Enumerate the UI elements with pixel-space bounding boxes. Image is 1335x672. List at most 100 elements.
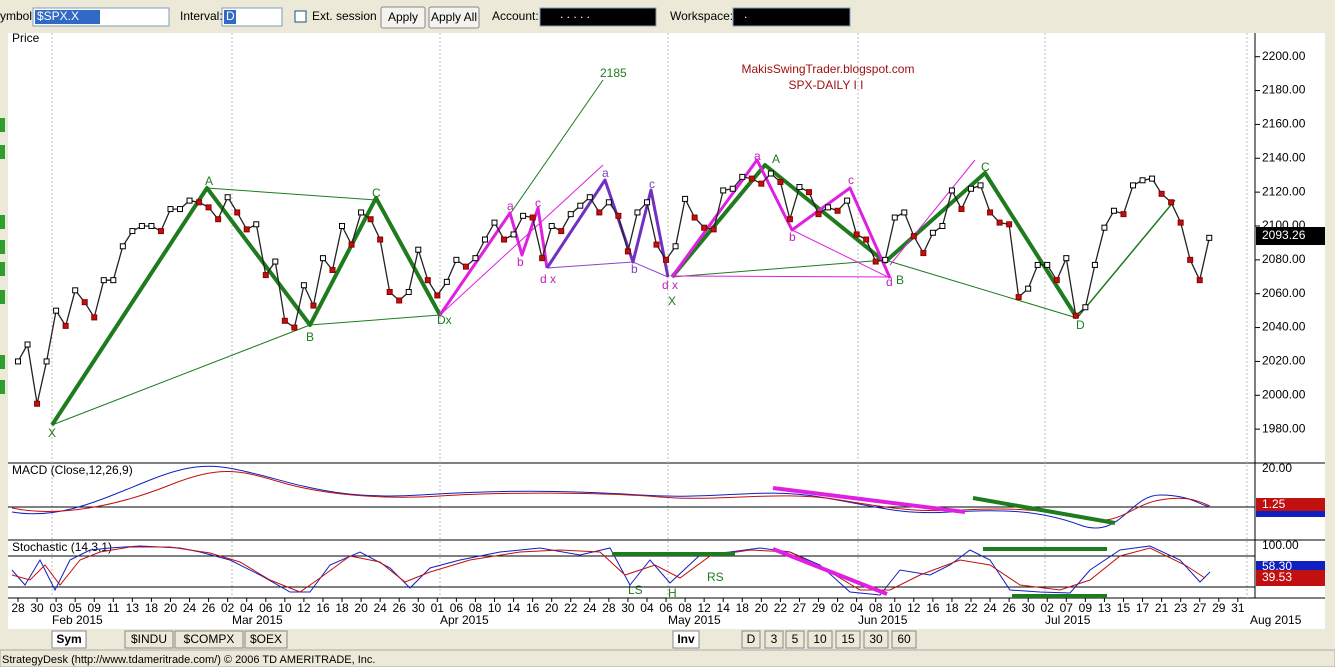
- price-marker: [310, 302, 317, 309]
- price-marker: [739, 173, 746, 180]
- price-marker: [577, 202, 584, 209]
- annotation: X: [668, 294, 676, 308]
- annotation: C: [372, 186, 381, 200]
- x-tick-label: 20: [354, 601, 368, 615]
- price-marker: [319, 255, 326, 262]
- macd-last-label: 1.25: [1262, 497, 1286, 511]
- price-marker: [81, 299, 88, 306]
- x-tick-label: 16: [526, 601, 540, 615]
- price-marker: [386, 289, 393, 296]
- price-marker: [243, 226, 250, 233]
- price-marker: [977, 182, 984, 189]
- x-tick-label: 13: [1098, 601, 1112, 615]
- tab[interactable]: [244, 630, 288, 649]
- month-label: Jul 2015: [1045, 613, 1091, 627]
- price-marker: [882, 256, 889, 263]
- price-marker: [1044, 261, 1051, 268]
- x-tick-label: 28: [11, 601, 25, 615]
- symbol-label: ymbol:: [0, 9, 35, 23]
- annotation: b: [631, 262, 638, 276]
- price-marker: [138, 222, 145, 229]
- tab-label: 30: [869, 632, 883, 646]
- x-tick-label: 02: [1041, 601, 1055, 615]
- price-marker: [720, 187, 727, 194]
- annotation: A: [772, 152, 780, 166]
- x-tick-label: 05: [69, 601, 83, 615]
- account-label: Account:: [492, 9, 539, 23]
- price-marker: [653, 241, 660, 248]
- price-marker: [119, 243, 126, 250]
- y-tick-label: 2100.00: [1262, 218, 1306, 232]
- stoch-d-box: [1256, 570, 1325, 586]
- tab[interactable]: [51, 630, 87, 649]
- price-marker: [262, 272, 269, 279]
- price-marker: [129, 228, 136, 235]
- price-marker: [300, 282, 307, 289]
- price-marker: [1091, 261, 1098, 268]
- tab-label: 60: [897, 632, 911, 646]
- ext-session-label: Ext. session: [312, 9, 377, 23]
- workspace-input[interactable]: [732, 7, 851, 27]
- chart-subtitle: SPX-DAILY I I: [789, 78, 864, 92]
- annotation: B: [896, 273, 904, 287]
- interval-input[interactable]: [221, 7, 283, 27]
- account-value: . . . . .: [560, 7, 590, 21]
- tab[interactable]: [835, 630, 861, 649]
- tab[interactable]: [741, 630, 761, 649]
- y-tick-label: 2080.00: [1262, 252, 1306, 266]
- tab[interactable]: [863, 630, 889, 649]
- price-marker: [43, 358, 50, 365]
- x-tick-label: 24: [183, 601, 197, 615]
- price-marker: [53, 307, 60, 314]
- price-marker: [729, 185, 736, 192]
- price-marker: [853, 231, 860, 238]
- apply-all-button[interactable]: [428, 6, 480, 29]
- price-marker: [1006, 221, 1013, 228]
- price-marker: [1168, 199, 1175, 206]
- x-tick-label: 26: [393, 601, 407, 615]
- apply-button[interactable]: [380, 6, 426, 29]
- x-tick-label: 07: [1060, 601, 1074, 615]
- tab[interactable]: [807, 630, 833, 649]
- price-marker: [691, 214, 698, 221]
- price-marker: [501, 236, 508, 243]
- tab[interactable]: [785, 630, 805, 649]
- price-marker: [1072, 312, 1079, 319]
- tab-label: 10: [813, 632, 827, 646]
- price-marker: [224, 194, 231, 201]
- ext-session-checkbox[interactable]: [294, 10, 307, 23]
- price-marker: [100, 277, 107, 284]
- price-marker: [358, 209, 365, 216]
- annotation: d: [886, 275, 893, 289]
- divergence-line: [772, 547, 888, 596]
- price-marker: [624, 248, 631, 255]
- price-marker: [1082, 304, 1089, 311]
- x-tick-label: 21: [1155, 601, 1169, 615]
- tab-label: 3: [771, 632, 778, 646]
- price-marker: [1053, 277, 1060, 284]
- price-marker: [443, 278, 450, 285]
- tab[interactable]: [174, 630, 244, 649]
- tab[interactable]: [764, 630, 784, 649]
- x-tick-label: 17: [1136, 601, 1150, 615]
- price-marker: [605, 199, 612, 206]
- x-tick-label: 20: [755, 601, 769, 615]
- macd-top-label: 20.00: [1262, 461, 1292, 475]
- price-marker: [939, 222, 946, 229]
- x-tick-label: 18: [736, 601, 750, 615]
- x-tick-label: 18: [945, 601, 959, 615]
- month-label: May 2015: [668, 613, 721, 627]
- price-marker: [15, 358, 21, 365]
- x-tick-label: 12: [297, 601, 311, 615]
- annotation: d x: [540, 272, 556, 286]
- price-marker: [1120, 211, 1127, 218]
- annotation: 2185: [600, 66, 627, 80]
- right-scrollbar[interactable]: [1325, 33, 1335, 629]
- tab[interactable]: [124, 630, 174, 649]
- account-input[interactable]: [539, 7, 657, 27]
- tab[interactable]: [891, 630, 917, 649]
- tab[interactable]: [672, 630, 700, 649]
- workspace-value: .: [744, 7, 747, 21]
- price-marker: [929, 229, 936, 236]
